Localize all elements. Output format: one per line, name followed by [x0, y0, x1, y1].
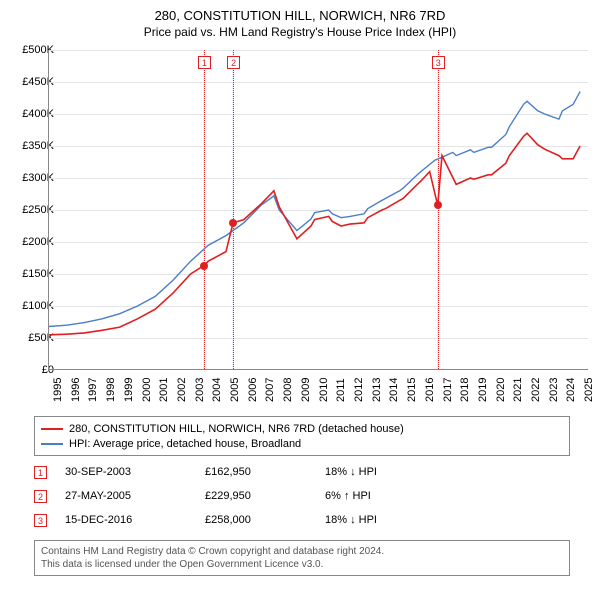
chart-lines [49, 50, 588, 369]
transaction-price: £258,000 [205, 514, 325, 526]
transaction-row: 2 27-MAY-2005£229,9506% ↑ HPI [34, 484, 570, 508]
x-tick-label: 2021 [512, 378, 524, 402]
x-tick-label: 2008 [282, 378, 294, 402]
x-tick-label: 2005 [229, 378, 241, 402]
transaction-dot [229, 219, 237, 227]
x-tick-label: 2018 [459, 378, 471, 402]
x-tick-label: 2001 [158, 378, 170, 402]
x-tick-label: 2013 [371, 378, 383, 402]
x-tick-label: 2011 [335, 378, 347, 402]
transaction-date: 15-DEC-2016 [65, 514, 205, 526]
x-tick-label: 2006 [247, 378, 259, 402]
x-tick-label: 2010 [318, 378, 330, 402]
legend-box: 280, CONSTITUTION HILL, NORWICH, NR6 7RD… [34, 416, 570, 456]
transaction-dot [200, 262, 208, 270]
title-subtitle: Price paid vs. HM Land Registry's House … [0, 25, 600, 39]
transaction-hpi: 6% ↑ HPI [325, 490, 445, 502]
footer-attribution: Contains HM Land Registry data © Crown c… [34, 540, 570, 576]
transaction-row: 1 30-SEP-2003£162,95018% ↓ HPI [34, 460, 570, 484]
footer-line1: Contains HM Land Registry data © Crown c… [41, 545, 563, 558]
transaction-dot [434, 201, 442, 209]
transaction-table: 130-SEP-2003£162,95018% ↓ HPI227-MAY-200… [34, 460, 570, 532]
transaction-price: £162,950 [205, 466, 325, 478]
transaction-marker: 3 [432, 56, 445, 69]
transaction-marker: 2 [227, 56, 240, 69]
price-paid-line [49, 133, 580, 335]
x-tick-label: 2012 [353, 378, 365, 402]
chart-frame: 280, CONSTITUTION HILL, NORWICH, NR6 7RD… [0, 0, 600, 590]
title-address: 280, CONSTITUTION HILL, NORWICH, NR6 7RD [0, 8, 600, 23]
legend-swatch [41, 443, 63, 445]
transaction-marker: 1 [198, 56, 211, 69]
legend-swatch [41, 428, 63, 430]
x-tick-label: 2002 [176, 378, 188, 402]
x-tick-label: 2017 [442, 378, 454, 402]
x-tick-label: 2020 [495, 378, 507, 402]
x-tick-label: 2023 [548, 378, 560, 402]
legend-label: 280, CONSTITUTION HILL, NORWICH, NR6 7RD… [69, 423, 404, 435]
x-tick-label: 2007 [264, 378, 276, 402]
transaction-hpi: 18% ↓ HPI [325, 466, 445, 478]
hpi-line [49, 92, 580, 327]
chart-plot-area: 1 2 3 [48, 50, 588, 370]
x-tick-label: 2025 [583, 378, 595, 402]
transaction-row: 3 15-DEC-2016£258,00018% ↓ HPI [34, 508, 570, 532]
x-tick-label: 2015 [406, 378, 418, 402]
transaction-date: 30-SEP-2003 [65, 466, 205, 478]
x-tick-label: 1995 [52, 378, 64, 402]
x-tick-label: 1996 [70, 378, 82, 402]
x-tick-label: 1999 [123, 378, 135, 402]
x-tick-label: 1997 [87, 378, 99, 402]
x-tick-label: 2003 [194, 378, 206, 402]
x-tick-label: 2014 [388, 378, 400, 402]
transaction-price: £229,950 [205, 490, 325, 502]
x-tick-label: 2022 [530, 378, 542, 402]
x-tick-label: 2016 [424, 378, 436, 402]
x-tick-label: 2004 [211, 378, 223, 402]
x-tick-label: 2019 [477, 378, 489, 402]
legend-item: HPI: Average price, detached house, Broa… [41, 436, 563, 451]
transaction-row-marker: 3 [34, 514, 47, 527]
x-tick-label: 1998 [105, 378, 117, 402]
x-tick-label: 2024 [565, 378, 577, 402]
legend-label: HPI: Average price, detached house, Broa… [69, 438, 301, 450]
x-tick-label: 2000 [141, 378, 153, 402]
legend-item: 280, CONSTITUTION HILL, NORWICH, NR6 7RD… [41, 421, 563, 436]
transaction-row-marker: 1 [34, 466, 47, 479]
footer-line2: This data is licensed under the Open Gov… [41, 558, 563, 571]
x-tick-label: 2009 [300, 378, 312, 402]
transaction-row-marker: 2 [34, 490, 47, 503]
transaction-date: 27-MAY-2005 [65, 490, 205, 502]
title-block: 280, CONSTITUTION HILL, NORWICH, NR6 7RD… [0, 8, 600, 39]
transaction-hpi: 18% ↓ HPI [325, 514, 445, 526]
